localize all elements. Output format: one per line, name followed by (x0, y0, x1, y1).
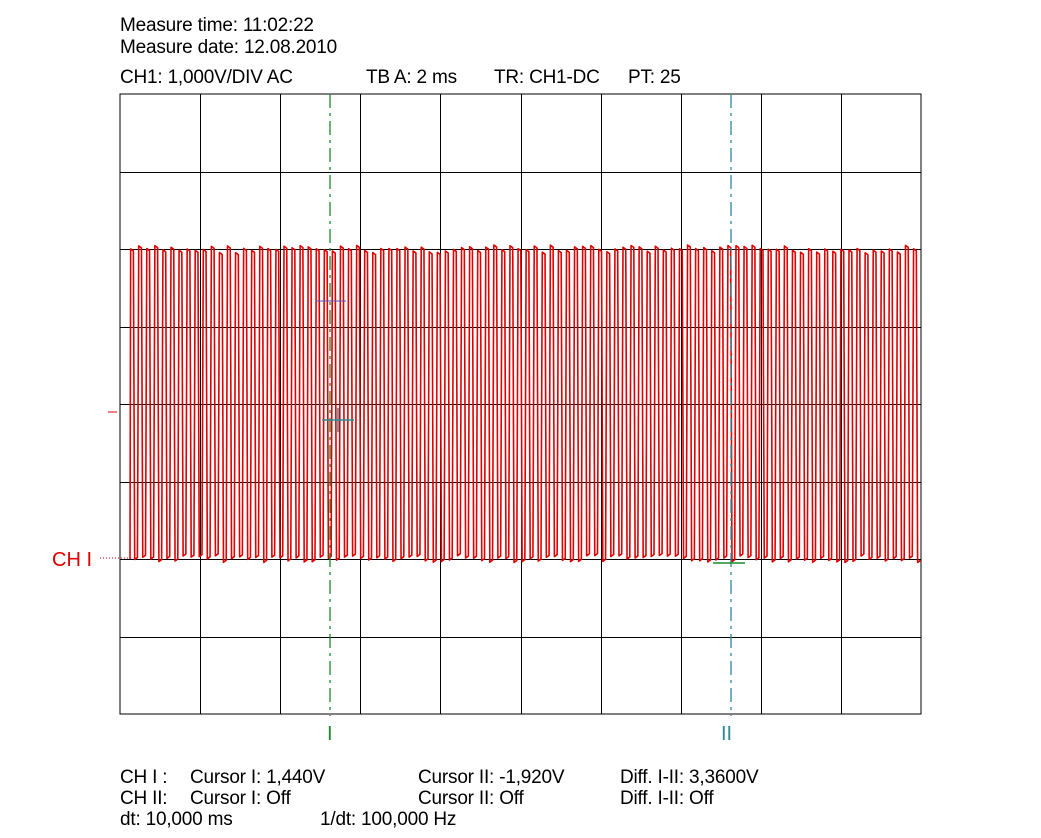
scope-grid (119, 93, 922, 715)
measure-time: Measure time: 11:02:22 (120, 15, 314, 36)
channel-label: CH I (52, 549, 92, 571)
timebase-setting: TB A: 2 ms (366, 67, 457, 88)
readout-ch2-diff: Diff. I-II: Off (620, 788, 714, 809)
reference-marks (316, 300, 745, 564)
cursor-2-marker[interactable]: II (721, 723, 733, 745)
cursor-lines[interactable] (329, 94, 732, 716)
readout-ch1-label: CH I : (120, 767, 168, 788)
pretrigger-setting: PT: 25 (628, 67, 681, 88)
measure-date: Measure date: 12.08.2010 (120, 37, 338, 58)
readout-ch1-cursor1: Cursor I: 1,440V (190, 767, 326, 788)
readout-ch2-label: CH II: (120, 788, 168, 809)
trigger-setting: TR: CH1-DC (494, 67, 600, 88)
channel-setting: CH1: 1,000V/DIV AC (120, 67, 293, 88)
readout-ch1-cursor2: Cursor II: -1,920V (418, 767, 565, 788)
signal-waveform (129, 244, 921, 564)
readout-inv-dt: 1/dt: 100,000 Hz (320, 809, 457, 830)
readout-ch2-cursor2: Cursor II: Off (418, 788, 524, 809)
readout-dt: dt: 10,000 ms (120, 809, 233, 830)
readout-ch2-cursor1: Cursor I: Off (190, 788, 291, 809)
signal-trace (100, 244, 921, 564)
cursor-1-marker[interactable]: I (327, 723, 333, 745)
readout-ch1-diff: Diff. I-II: 3,3600V (620, 767, 759, 788)
